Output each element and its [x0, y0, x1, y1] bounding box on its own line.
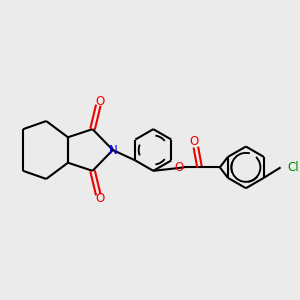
Text: O: O — [96, 95, 105, 108]
Text: O: O — [96, 192, 105, 205]
Text: Cl: Cl — [287, 161, 298, 174]
Text: N: N — [109, 143, 118, 157]
Text: O: O — [190, 135, 199, 148]
Text: O: O — [175, 161, 184, 174]
